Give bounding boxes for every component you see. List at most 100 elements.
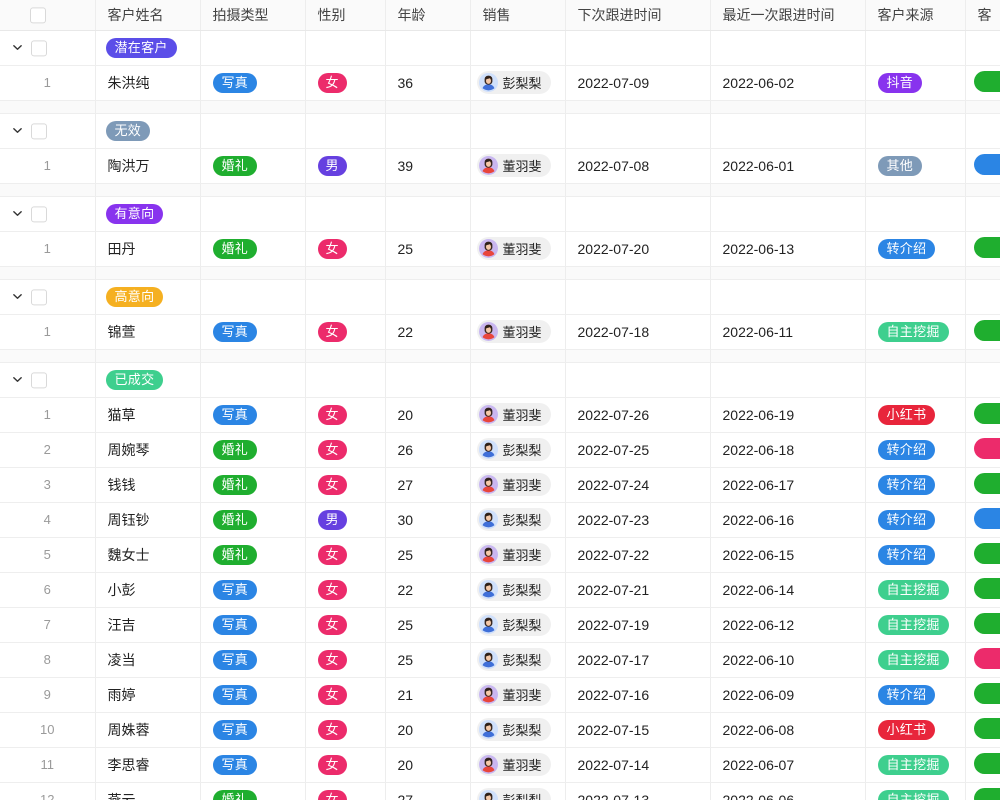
cell-age[interactable]: 27 — [385, 782, 471, 800]
cell-clipped-column[interactable] — [965, 537, 1000, 573]
cell-age[interactable]: 30 — [385, 502, 471, 538]
cell-age[interactable]: 21 — [385, 677, 471, 713]
cell-shoot-type[interactable]: 写真 — [200, 397, 306, 433]
cell-clipped-column[interactable] — [965, 432, 1000, 468]
cell-last-follow-date[interactable]: 2022-06-10 — [710, 642, 866, 678]
table-row[interactable]: 8 凌当 写真 女 25 彭梨梨 2022-07-17 2022-06-10 自主挖掘 — [0, 642, 1000, 678]
cell-gender[interactable]: 女 — [305, 572, 386, 608]
table-row[interactable]: 3 钱钱 婚礼 女 27 董羽斐 2022-07-24 2022-06-17 转介绍 — [0, 467, 1000, 503]
cell-clipped-column[interactable] — [965, 467, 1000, 503]
cell-sales[interactable]: 彭梨梨 — [470, 572, 566, 608]
cell-clipped-column[interactable] — [965, 572, 1000, 608]
cell-gender[interactable]: 女 — [305, 467, 386, 503]
cell-customer-name[interactable]: 汪吉 — [95, 607, 201, 643]
cell-last-follow-date[interactable]: 2022-06-11 — [710, 314, 866, 350]
cell-customer-source[interactable]: 小红书 — [865, 712, 966, 748]
chevron-down-icon[interactable] — [10, 373, 24, 387]
cell-next-follow-date[interactable]: 2022-07-09 — [565, 65, 711, 101]
cell-customer-source[interactable]: 抖音 — [865, 65, 966, 101]
chevron-down-icon[interactable] — [10, 124, 24, 138]
cell-last-follow-date[interactable]: 2022-06-01 — [710, 148, 866, 184]
cell-customer-source[interactable]: 其他 — [865, 148, 966, 184]
table-row[interactable]: 10 周姝蓉 写真 女 20 彭梨梨 2022-07-15 2022-06-08 小红书 — [0, 712, 1000, 748]
group-toggle-cell[interactable] — [0, 362, 96, 398]
cell-last-follow-date[interactable]: 2022-06-15 — [710, 537, 866, 573]
chevron-down-icon[interactable] — [10, 290, 24, 304]
cell-gender[interactable]: 女 — [305, 65, 386, 101]
cell-next-follow-date[interactable]: 2022-07-17 — [565, 642, 711, 678]
cell-customer-name[interactable]: 锦萱 — [95, 314, 201, 350]
cell-age[interactable]: 27 — [385, 467, 471, 503]
cell-next-follow-date[interactable]: 2022-07-16 — [565, 677, 711, 713]
cell-clipped-column[interactable] — [965, 502, 1000, 538]
group-select-checkbox[interactable] — [31, 123, 47, 140]
cell-last-follow-date[interactable]: 2022-06-19 — [710, 397, 866, 433]
select-all-checkbox-wrap[interactable] — [30, 6, 46, 24]
column-header-source[interactable]: 客户来源 — [865, 0, 966, 31]
cell-customer-name[interactable]: 小彭 — [95, 572, 201, 608]
column-header-next_follow[interactable]: 下次跟进时间 — [565, 0, 711, 31]
cell-clipped-column[interactable] — [965, 231, 1000, 267]
cell-customer-name[interactable]: 陶洪万 — [95, 148, 201, 184]
cell-last-follow-date[interactable]: 2022-06-13 — [710, 231, 866, 267]
column-header-age[interactable]: 年龄 — [385, 0, 471, 31]
cell-age[interactable]: 36 — [385, 65, 471, 101]
cell-clipped-column[interactable] — [965, 314, 1000, 350]
column-header-shoot_type[interactable]: 拍摄类型 — [200, 0, 306, 31]
group-select-checkbox[interactable] — [31, 206, 47, 223]
chevron-down-icon[interactable] — [10, 41, 24, 55]
cell-shoot-type[interactable]: 写真 — [200, 712, 306, 748]
cell-last-follow-date[interactable]: 2022-06-08 — [710, 712, 866, 748]
group-toggle-cell[interactable] — [0, 113, 96, 149]
cell-gender[interactable]: 男 — [305, 502, 386, 538]
cell-age[interactable]: 20 — [385, 712, 471, 748]
cell-last-follow-date[interactable]: 2022-06-12 — [710, 607, 866, 643]
cell-sales[interactable]: 彭梨梨 — [470, 65, 566, 101]
cell-sales[interactable]: 彭梨梨 — [470, 782, 566, 800]
cell-clipped-column[interactable] — [965, 782, 1000, 800]
cell-customer-name[interactable]: 燕云 — [95, 782, 201, 800]
table-row[interactable]: 7 汪吉 写真 女 25 彭梨梨 2022-07-19 2022-06-12 自主挖掘 — [0, 607, 1000, 643]
cell-next-follow-date[interactable]: 2022-07-13 — [565, 782, 711, 800]
cell-gender[interactable]: 女 — [305, 397, 386, 433]
cell-last-follow-date[interactable]: 2022-06-14 — [710, 572, 866, 608]
cell-clipped-column[interactable] — [965, 747, 1000, 783]
cell-clipped-column[interactable] — [965, 607, 1000, 643]
cell-age[interactable]: 25 — [385, 642, 471, 678]
cell-sales[interactable]: 彭梨梨 — [470, 502, 566, 538]
cell-customer-source[interactable]: 小红书 — [865, 397, 966, 433]
cell-sales[interactable]: 董羽斐 — [470, 231, 566, 267]
cell-next-follow-date[interactable]: 2022-07-25 — [565, 432, 711, 468]
cell-next-follow-date[interactable]: 2022-07-26 — [565, 397, 711, 433]
group-toggle-cell[interactable] — [0, 30, 96, 66]
cell-next-follow-date[interactable]: 2022-07-14 — [565, 747, 711, 783]
cell-clipped-column[interactable] — [965, 712, 1000, 748]
cell-shoot-type[interactable]: 婚礼 — [200, 432, 306, 468]
table-row[interactable]: 1 锦萱 写真 女 22 董羽斐 2022-07-18 2022-06-11 自主挖掘 — [0, 314, 1000, 350]
cell-age[interactable]: 25 — [385, 231, 471, 267]
column-header-last_follow[interactable]: 最近一次跟进时间 — [710, 0, 866, 31]
group-select-checkbox-wrap[interactable] — [31, 288, 47, 306]
cell-shoot-type[interactable]: 婚礼 — [200, 502, 306, 538]
cell-gender[interactable]: 女 — [305, 747, 386, 783]
cell-age[interactable]: 20 — [385, 397, 471, 433]
group-select-checkbox[interactable] — [31, 289, 47, 306]
cell-age[interactable]: 26 — [385, 432, 471, 468]
cell-shoot-type[interactable]: 写真 — [200, 607, 306, 643]
cell-shoot-type[interactable]: 写真 — [200, 677, 306, 713]
cell-clipped-column[interactable] — [965, 397, 1000, 433]
table-row[interactable]: 5 魏女士 婚礼 女 25 董羽斐 2022-07-22 2022-06-15 转介绍 — [0, 537, 1000, 573]
cell-gender[interactable]: 女 — [305, 314, 386, 350]
cell-customer-source[interactable]: 转介绍 — [865, 537, 966, 573]
column-header-sales[interactable]: 销售 — [470, 0, 566, 31]
cell-customer-name[interactable]: 猫草 — [95, 397, 201, 433]
cell-customer-source[interactable]: 自主挖掘 — [865, 642, 966, 678]
group-toggle-cell[interactable] — [0, 279, 96, 315]
cell-customer-name[interactable]: 田丹 — [95, 231, 201, 267]
cell-age[interactable]: 25 — [385, 607, 471, 643]
column-header-extra[interactable]: 客 — [965, 0, 1000, 31]
cell-sales[interactable]: 彭梨梨 — [470, 642, 566, 678]
cell-customer-name[interactable]: 周钰钞 — [95, 502, 201, 538]
cell-age[interactable]: 25 — [385, 537, 471, 573]
cell-sales[interactable]: 彭梨梨 — [470, 607, 566, 643]
